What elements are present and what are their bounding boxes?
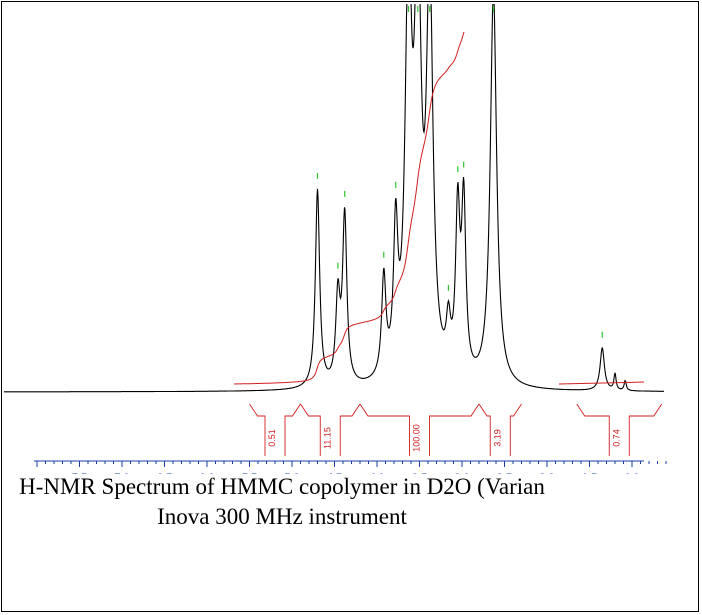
- x-tick-label: 2.0: [539, 472, 554, 474]
- x-tick-label: 5.5: [242, 472, 257, 474]
- integral-bracket-1: [300, 403, 361, 456]
- integral-curve: [234, 31, 465, 385]
- x-tick-label: 2.5: [497, 472, 512, 474]
- integral-value-1: 11.15: [322, 427, 332, 449]
- caption-line-1: H-NMR Spectrum of HMMC copolymer in D2O …: [19, 474, 545, 499]
- spectrum-trace: [4, 4, 664, 393]
- x-axis-unit-label: ppm: [647, 472, 670, 474]
- x-tick-label: 7.5: [72, 472, 87, 474]
- caption-line-2: Inova 300 MHz instrument: [157, 504, 407, 529]
- nmr-spectrum-chart: 0.51 11.15 100.00 3.19 0.74 7.5 7.0 6.5 6.0 5.5 5.…: [4, 4, 671, 474]
- integral-value-2: 100.00: [412, 424, 422, 452]
- integral-value-4: 0.74: [611, 429, 621, 447]
- integral-value-3: 3.19: [492, 429, 502, 447]
- integral-bracket-3: [478, 403, 522, 456]
- integral-bracket-2: [359, 403, 480, 456]
- integral-bracket-0: [249, 403, 301, 456]
- integral-curve-minor: [558, 381, 645, 385]
- figure-caption: H-NMR Spectrum of HMMC copolymer in D2O …: [2, 472, 562, 532]
- x-tick-label: 3.5: [412, 472, 427, 474]
- x-tick-label: 6.5: [157, 472, 172, 474]
- x-tick-label: 1.0: [624, 472, 639, 474]
- x-tick-label: 3.0: [454, 472, 469, 474]
- x-tick-label: 6.0: [199, 472, 214, 474]
- x-tick-label: 1.5: [582, 472, 597, 474]
- x-tick-label: 4.0: [369, 472, 384, 474]
- integral-value-0: 0.51: [267, 429, 277, 447]
- x-tick-label: 7.0: [114, 472, 129, 474]
- integral-bracket-4: [576, 403, 663, 456]
- x-tick-label: 4.5: [327, 472, 342, 474]
- x-tick-label: 5.0: [284, 472, 299, 474]
